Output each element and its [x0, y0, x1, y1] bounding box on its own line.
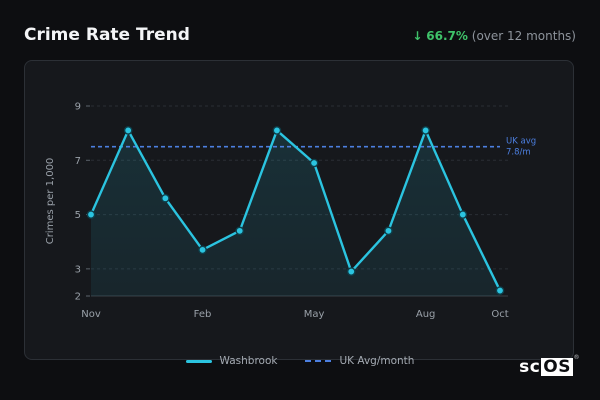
area-layer: [91, 130, 500, 296]
data-point: [309, 158, 319, 168]
y-tick-label: 3: [75, 264, 81, 275]
trend-change-summary: ↓ 66.7% (over 12 months): [412, 29, 576, 43]
logo-boxed-text: OS: [541, 357, 573, 377]
points-layer: [86, 126, 505, 295]
y-tick-label: 2: [75, 292, 81, 303]
x-tick-label: Aug: [416, 309, 436, 320]
chart-legend: Washbrook UK Avg/month: [0, 355, 600, 367]
data-point: [272, 126, 282, 135]
series-line-layer: [89, 129, 502, 292]
x-tick-label: May: [304, 309, 325, 320]
tick-label-layer: 2 3 5 7 9 Nov Feb May Aug Oct: [75, 102, 509, 321]
data-point: [495, 286, 505, 295]
x-tick-label: Oct: [491, 309, 508, 320]
data-point: [346, 267, 356, 276]
legend-label-washbrook: Washbrook: [219, 355, 278, 367]
registered-mark: ®: [573, 354, 580, 361]
y-axis-label: Crimes per 1,000: [45, 158, 56, 245]
series-line-washbrook: [89, 129, 502, 292]
change-period-note: (over 12 months): [471, 29, 576, 43]
reference-label: UK avg: [506, 137, 536, 147]
legend-item-uk-avg[interactable]: UK Avg/month: [305, 355, 414, 367]
legend-label-uk-avg: UK Avg/month: [339, 355, 415, 367]
x-tick-label: Nov: [81, 309, 101, 320]
data-point: [86, 210, 96, 219]
data-point: [421, 126, 430, 135]
reference-label-value: 7.8/m: [506, 148, 531, 158]
data-point: [198, 245, 207, 255]
logo-text: sc: [519, 357, 541, 377]
y-tick-label: 7: [75, 156, 81, 167]
legend-item-washbrook[interactable]: Washbrook: [185, 355, 278, 367]
legend-swatch-solid: [185, 359, 212, 363]
data-point: [235, 226, 245, 236]
page-title: Crime Rate Trend: [24, 25, 190, 45]
data-point: [123, 126, 133, 135]
y-tick-label: 9: [75, 102, 81, 113]
data-point: [458, 210, 468, 219]
change-percent: 66.7%: [426, 29, 468, 43]
legend-swatch-dashed: [305, 360, 332, 362]
y-tick-label: 5: [75, 210, 81, 221]
brand-logo: sc OS ®: [519, 354, 579, 377]
data-point: [161, 193, 170, 203]
down-arrow-icon: ↓: [412, 29, 423, 43]
x-tick-label: Feb: [194, 309, 212, 320]
series-area-washbrook: [91, 130, 500, 296]
data-point: [384, 226, 393, 236]
